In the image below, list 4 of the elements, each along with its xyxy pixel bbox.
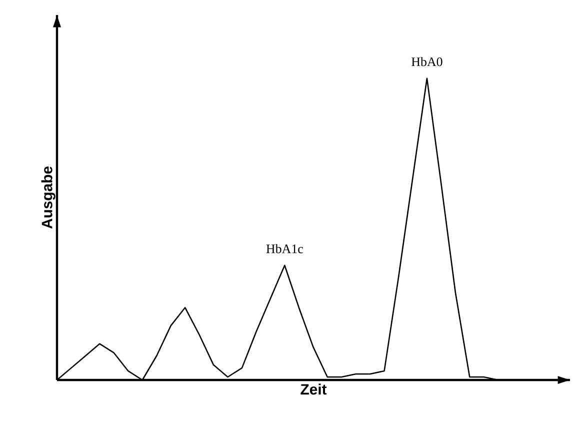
annotation: HbA0 <box>412 57 442 66</box>
annotation: HbA1c <box>266 244 303 254</box>
y-axis-title: Ausgabe <box>41 166 56 229</box>
x-axis-title: Zeit <box>300 384 327 395</box>
